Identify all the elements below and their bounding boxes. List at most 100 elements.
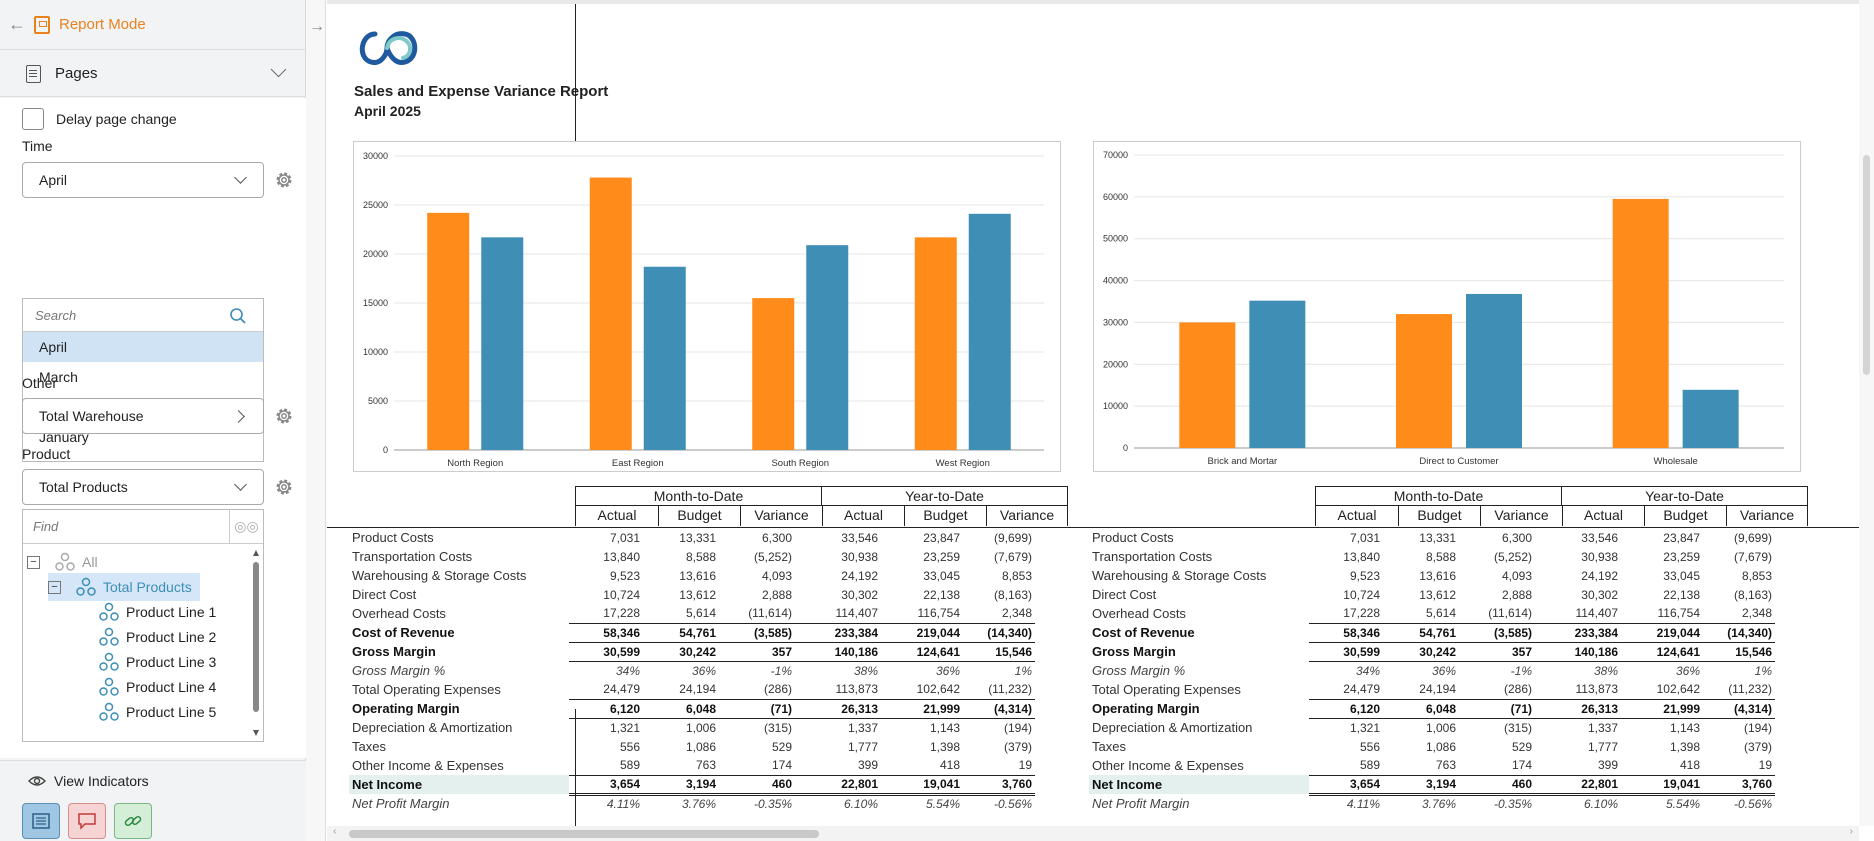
table-row: Transportation Costs 13,840 8,588 (5,252) 30…	[1089, 547, 1775, 566]
horizontal-scrollbar[interactable]: ‹ ›	[327, 826, 1859, 841]
bar-budget[interactable]	[481, 237, 524, 450]
comments-indicator-button[interactable]	[68, 803, 106, 839]
row-value: 19,041	[881, 774, 963, 796]
bar-budget[interactable]	[968, 213, 1011, 450]
notes-indicator-button[interactable]	[22, 803, 60, 839]
col-header: Variance	[1480, 506, 1562, 526]
bar-actual[interactable]	[1612, 198, 1669, 448]
row-value: 556	[619, 739, 640, 754]
search-icon[interactable]	[229, 307, 247, 325]
table-row: Transportation Costs 13,840 8,588 (5,252) 30…	[349, 547, 1035, 566]
collapse-icon[interactable]: −	[27, 555, 40, 569]
scroll-right-icon[interactable]: ›	[1849, 826, 1853, 837]
scroll-up-icon[interactable]	[253, 550, 259, 556]
tree-scrollbar[interactable]	[253, 550, 259, 736]
grid-divider	[575, 4, 576, 142]
time-select[interactable]: April	[22, 162, 264, 198]
row-value: 9,523	[609, 568, 640, 583]
bar-actual[interactable]	[752, 298, 795, 450]
other-select[interactable]: Total Warehouse	[22, 398, 264, 434]
scroll-left-icon[interactable]: ‹	[333, 826, 337, 837]
bar-budget[interactable]	[806, 245, 849, 450]
bar-budget[interactable]	[1249, 300, 1306, 448]
tree-node-label: Product Line 5	[126, 704, 217, 720]
row-value: 13,612	[1419, 587, 1456, 602]
bar-budget[interactable]	[1466, 293, 1522, 448]
row-label: Gross Margin	[352, 644, 436, 659]
gear-icon[interactable]	[274, 170, 294, 190]
y-tick-label: 5000	[368, 396, 388, 406]
tree-node-product-line-4[interactable]: Product Line 4	[98, 673, 216, 701]
row-value: 2,348	[1001, 606, 1032, 621]
row-value: 1,006	[643, 717, 719, 737]
row-label: Transportation Costs	[352, 549, 473, 564]
tree-node-product-line-2[interactable]: Product Line 2	[98, 623, 216, 651]
pages-label: Pages	[55, 65, 98, 82]
col-header: Actual	[822, 506, 904, 526]
collapse-icon[interactable]: −	[48, 580, 61, 594]
bar-budget[interactable]	[643, 266, 686, 450]
vertical-scrollbar[interactable]	[1859, 0, 1874, 826]
tree-node-product-line-1[interactable]: Product Line 1	[98, 598, 216, 626]
bar-actual[interactable]	[1179, 322, 1236, 448]
table-row: Total Operating Expenses 24,479 24,194 (286…	[1089, 680, 1775, 699]
gear-icon[interactable]	[274, 406, 294, 426]
horizontal-scroll-thumb[interactable]	[349, 830, 819, 838]
tree-node-product-line-3[interactable]: Product Line 3	[98, 648, 216, 676]
time-search-placeholder: Search	[35, 307, 77, 323]
other-label: Other	[22, 375, 58, 391]
pages-accordion[interactable]: Pages	[0, 51, 306, 97]
table-row: Total Operating Expenses 24,479 24,194 (286…	[349, 680, 1035, 699]
time-search-input[interactable]: Search	[23, 299, 263, 332]
delay-page-change-checkbox[interactable]	[22, 108, 44, 130]
hierarchy-icon	[99, 677, 119, 696]
row-value: 23,259	[1663, 549, 1700, 564]
expand-arrow-icon[interactable]: →	[309, 18, 325, 35]
row-label: Gross Margin %	[1092, 663, 1186, 678]
tree-scroll-thumb[interactable]	[253, 562, 259, 712]
report-mode-label[interactable]: Report Mode	[59, 16, 146, 33]
x-tick-label: Brick and Mortar	[1207, 456, 1277, 467]
row-value: (71)	[719, 698, 795, 718]
y-tick-label: 40000	[1103, 276, 1128, 286]
bar-actual[interactable]	[589, 177, 632, 450]
links-indicator-button[interactable]	[114, 803, 152, 839]
row-label: Operating Margin	[1092, 701, 1200, 716]
row-value: (5,252)	[753, 549, 792, 564]
row-value: 1,777	[1587, 739, 1618, 754]
tree-node-total-products[interactable]: − Total Products	[48, 573, 200, 601]
delay-page-change-label: Delay page change	[56, 111, 177, 127]
time-option-march[interactable]: March	[39, 369, 78, 385]
chevron-down-icon[interactable]	[270, 61, 287, 78]
row-value: 418	[939, 758, 960, 773]
bar-actual[interactable]	[427, 212, 470, 450]
product-select[interactable]: Total Products	[22, 469, 264, 505]
row-value: 24,192	[1581, 568, 1618, 583]
tree-node-product-line-5[interactable]: Product Line 5	[98, 698, 216, 726]
vertical-scroll-thumb[interactable]	[1863, 155, 1870, 375]
row-value: 6,048	[1383, 698, 1459, 718]
row-value: 3,194	[1383, 774, 1459, 796]
bar-budget[interactable]	[1682, 389, 1739, 448]
view-indicators-toggle[interactable]: View Indicators	[28, 773, 149, 789]
bar-actual[interactable]	[914, 237, 957, 450]
row-value: 8,853	[1001, 568, 1032, 583]
row-value: 4.11%	[1346, 797, 1380, 812]
scroll-down-icon[interactable]	[253, 730, 259, 736]
col-header: Budget	[904, 506, 986, 526]
bar-actual[interactable]	[1396, 314, 1452, 448]
product-find-input[interactable]: Find ◎◎	[23, 510, 263, 544]
grid-divider	[575, 709, 576, 826]
tree-node-all[interactable]: − All	[27, 548, 98, 576]
row-value: 33,045	[923, 568, 960, 583]
time-option-april[interactable]: April	[23, 332, 263, 362]
row-value: 6,300	[1501, 530, 1532, 545]
row-value: 116,754	[1657, 606, 1701, 621]
back-arrow-icon[interactable]: ←	[8, 14, 26, 34]
binoculars-icon[interactable]: ◎◎	[229, 510, 263, 543]
col-header: Variance	[740, 506, 822, 526]
row-value: 219,044	[1621, 622, 1703, 642]
gear-icon[interactable]	[274, 477, 294, 497]
channel-bar-chart: 0 10000 20000 30000 40000 50000 60000 70000 Bric…	[1093, 141, 1801, 472]
row-label: Net Profit Margin	[1092, 796, 1190, 811]
